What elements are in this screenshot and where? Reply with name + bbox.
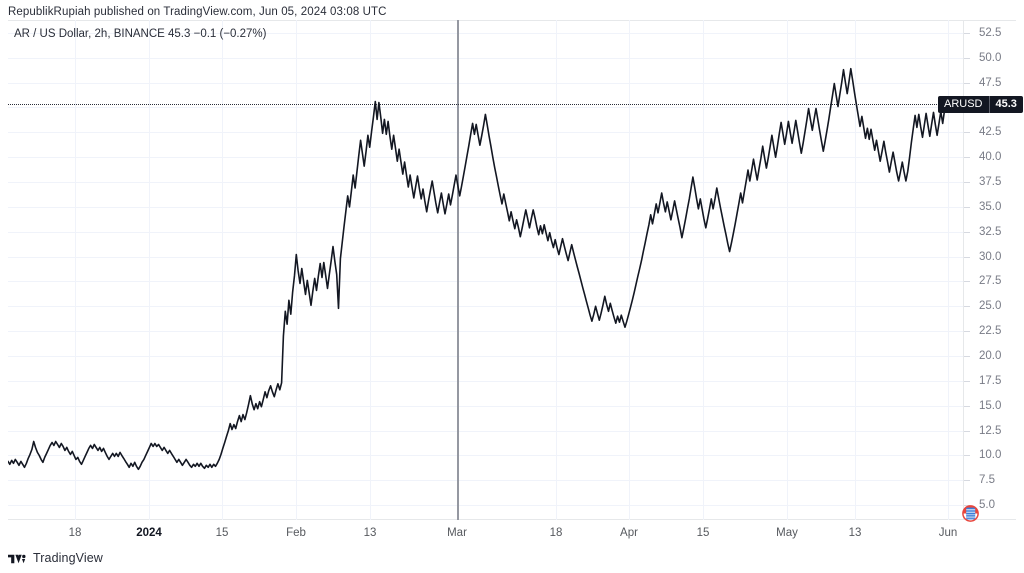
publisher-credit: RepublikRupiah published on TradingView.…	[8, 6, 387, 18]
gridline-vertical	[787, 20, 788, 520]
price-axis-label: 10.0	[979, 449, 1002, 462]
price-axis-label: 32.5	[979, 225, 1002, 238]
price-tick-dash	[964, 182, 970, 184]
price-axis-label: 20.0	[979, 349, 1002, 362]
gridline-horizontal	[8, 355, 963, 357]
gridline-horizontal	[8, 455, 963, 457]
price-tick-dash	[964, 231, 970, 233]
price-axis-label: 7.5	[979, 474, 995, 487]
price-tick-dash	[964, 281, 970, 283]
gridline-horizontal	[8, 331, 963, 333]
time-axis-label: 18	[68, 527, 82, 539]
time-axis-label: Jun	[938, 527, 958, 539]
time-axis-label: 13	[848, 527, 862, 539]
chart-frame	[8, 20, 1016, 520]
tradingview-logo-icon	[8, 554, 26, 563]
gridline-horizontal	[8, 231, 963, 233]
gridline-vertical	[370, 20, 371, 520]
gridline-vertical	[629, 20, 630, 520]
gridline-vertical	[948, 20, 949, 520]
time-axis-label: 2024	[136, 527, 162, 539]
gridline-vertical	[75, 20, 76, 520]
price-tick-dash	[964, 430, 970, 432]
time-axis-label: 13	[363, 527, 377, 539]
gridline-horizontal	[8, 206, 963, 208]
tradingview-brand-label: TradingView	[33, 551, 103, 565]
indonesia-flag-watermark-icon	[962, 505, 979, 522]
price-axis-label: 12.5	[979, 424, 1002, 437]
price-series-line	[8, 67, 951, 471]
gridline-horizontal	[8, 430, 963, 432]
gridline-vertical	[556, 20, 557, 520]
time-axis-label: Apr	[620, 527, 638, 539]
current-price-badge[interactable]: ARUSD 45.3	[938, 95, 1023, 113]
price-axis-label: 35.0	[979, 200, 1002, 213]
price-tick-dash	[964, 480, 970, 482]
price-tick-dash	[964, 132, 970, 134]
gridline-vertical	[703, 20, 704, 520]
price-badge-symbol: ARUSD	[944, 97, 983, 110]
chart-plot-area[interactable]	[8, 20, 963, 520]
gridline-horizontal	[8, 380, 963, 382]
price-tick-dash	[964, 32, 970, 34]
gridline-vertical	[149, 20, 150, 520]
price-axis-label: 5.0	[979, 499, 995, 512]
price-tick-dash	[964, 455, 970, 457]
price-tick-dash	[964, 505, 970, 507]
gridline-vertical	[855, 20, 856, 520]
gridline-horizontal	[8, 480, 963, 482]
gridline-horizontal	[8, 306, 963, 308]
price-tick-dash	[964, 306, 970, 308]
time-axis-label: May	[776, 527, 798, 539]
gridline-horizontal	[8, 82, 963, 84]
vertical-time-marker	[457, 20, 459, 520]
price-tick-dash	[964, 206, 970, 208]
price-axis-label: 50.0	[979, 51, 1002, 64]
gridline-horizontal	[8, 405, 963, 407]
price-axis-label: 27.5	[979, 275, 1002, 288]
time-axis-label: Mar	[447, 527, 467, 539]
price-tick-dash	[964, 380, 970, 382]
gridline-horizontal	[8, 107, 963, 109]
gridline-vertical	[296, 20, 297, 520]
tradingview-footer[interactable]: TradingView	[8, 551, 103, 566]
chart-legend: AR / US Dollar, 2h, BINANCE 45.3 −0.1 (−…	[14, 28, 267, 40]
price-axis-label: 40.0	[979, 151, 1002, 164]
price-tick-dash	[964, 157, 970, 159]
current-price-line	[8, 104, 963, 106]
gridline-horizontal	[8, 182, 963, 184]
price-tick-dash	[964, 82, 970, 84]
price-axis-label: 17.5	[979, 374, 1002, 387]
price-axis-label: 15.0	[979, 399, 1002, 412]
gridline-horizontal	[8, 256, 963, 258]
gridline-vertical	[222, 20, 223, 520]
gridline-horizontal	[8, 157, 963, 159]
price-axis-label: 47.5	[979, 76, 1002, 89]
price-tick-dash	[964, 355, 970, 357]
price-axis-label: 22.5	[979, 325, 1002, 338]
time-axis-label: 15	[696, 527, 710, 539]
time-axis-label: Feb	[286, 527, 306, 539]
price-axis-label: 25.0	[979, 300, 1002, 313]
price-tick-dash	[964, 57, 970, 59]
price-axis-label: 52.5	[979, 26, 1002, 39]
time-scale[interactable]: 18 2024 15 Feb 13 Mar 18 Apr 15 May 13 Jun	[8, 521, 1024, 547]
price-badge-value: 45.3	[995, 97, 1017, 110]
price-tick-dash	[964, 405, 970, 407]
price-badge-separator	[988, 95, 990, 113]
gridline-horizontal	[8, 132, 963, 134]
time-axis-label: 18	[549, 527, 563, 539]
gridline-horizontal	[8, 57, 963, 59]
gridline-horizontal	[8, 32, 963, 34]
price-tick-dash	[964, 256, 970, 258]
price-axis-label: 37.5	[979, 176, 1002, 189]
gridline-horizontal	[8, 281, 963, 283]
price-axis-label: 30.0	[979, 250, 1002, 263]
gridline-horizontal	[8, 505, 963, 507]
time-axis-label: 15	[215, 527, 229, 539]
price-axis-label: 42.5	[979, 126, 1002, 139]
price-tick-dash	[964, 331, 970, 333]
